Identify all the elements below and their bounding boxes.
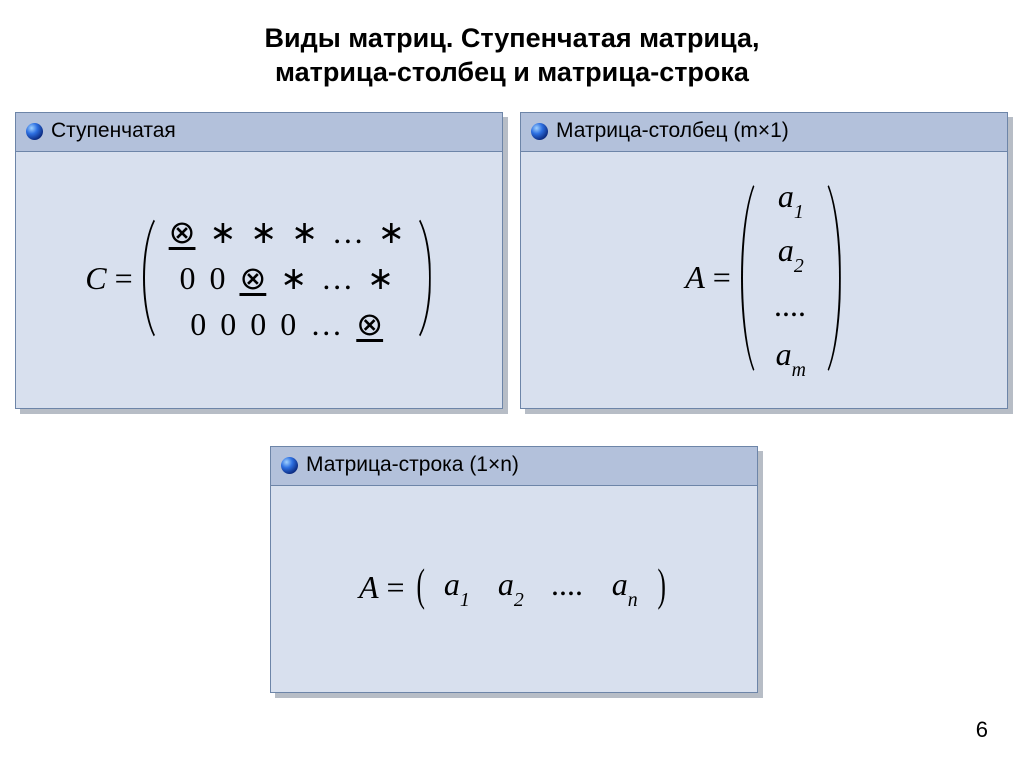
paren-right-icon	[411, 205, 433, 351]
matrix-row: 0000…⊗	[169, 305, 405, 343]
card-header: Матрица-строка (1×n)	[271, 447, 757, 486]
matrix-cell: ∗	[378, 213, 405, 251]
paren-left-icon	[739, 166, 761, 390]
card-header-text: Ступенчатая	[51, 119, 176, 143]
card-column-matrix: Матрица-столбец (m×1) A = a1 a2.... am	[520, 112, 1008, 409]
paren-left-icon	[141, 205, 163, 351]
page-number: 6	[976, 717, 988, 743]
math-lhs: A	[685, 259, 705, 296]
matrix-parens: a1 a2.... am	[739, 166, 843, 390]
matrix-cell: ∗	[367, 259, 394, 297]
matrix-cell: 0	[250, 306, 266, 343]
matrix-row: a2	[775, 232, 807, 274]
matrix-cell: …	[332, 214, 364, 251]
matrix-body: a1 a2.... an	[436, 564, 646, 610]
card-body: C = ⊗∗∗∗…∗00⊗∗…∗0000…⊗	[16, 152, 502, 404]
matrix-cell: ....	[775, 287, 807, 324]
math-expression: C = ⊗∗∗∗…∗00⊗∗…∗0000…⊗	[85, 205, 432, 351]
bullet-icon	[26, 123, 43, 140]
equals-sign: =	[387, 569, 405, 606]
title-line-1: Виды матриц. Ступенчатая матрица,	[265, 23, 760, 53]
matrix-cell: a2	[498, 566, 524, 608]
title-line-2: матрица-столбец и матрица-строка	[275, 57, 749, 87]
page-title: Виды матриц. Ступенчатая матрица, матриц…	[0, 0, 1024, 90]
matrix-cell: a1	[778, 178, 804, 220]
matrix-cell: ∗	[280, 259, 307, 297]
matrix-cell: am	[776, 336, 806, 378]
matrix-cell: ∗	[250, 213, 277, 251]
matrix-row: ⊗ ∗ ∗ ∗ … ∗	[169, 213, 405, 251]
equals-sign: =	[713, 259, 731, 296]
bullet-icon	[531, 123, 548, 140]
card-row-matrix: Матрица-строка (1×n) A = ( a1 a2.... an )	[270, 446, 758, 693]
math-lhs: C	[85, 260, 106, 297]
card-header-text: Матрица-строка (1×n)	[306, 453, 519, 477]
card-body: A = a1 a2.... am	[521, 152, 1007, 404]
paren-left-icon: (	[416, 558, 424, 611]
card-header: Матрица-столбец (m×1)	[521, 113, 1007, 152]
matrix-cell: a1	[444, 566, 470, 608]
matrix-cell: 0	[190, 306, 206, 343]
card-header-text: Матрица-столбец (m×1)	[556, 119, 789, 143]
matrix-cell: 0	[209, 260, 225, 297]
math-expression: A = ( a1 a2.... an )	[359, 561, 669, 614]
matrix-parens: ⊗∗∗∗…∗00⊗∗…∗0000…⊗	[141, 205, 433, 351]
equals-sign: =	[115, 260, 133, 297]
paren-right-icon	[821, 166, 843, 390]
matrix-cell: ∗	[291, 213, 318, 251]
math-expression: A = a1 a2.... am	[685, 166, 843, 390]
card-stepped-matrix: Ступенчатая C = ⊗∗∗∗…∗00⊗∗…∗0000…⊗	[15, 112, 503, 409]
matrix-cell: …	[310, 306, 342, 343]
matrix-body: ⊗∗∗∗…∗00⊗∗…∗0000…⊗	[163, 205, 411, 351]
card-body: A = ( a1 a2.... an )	[271, 486, 757, 688]
matrix-cell: an	[612, 566, 638, 608]
matrix-cell: a2	[778, 232, 804, 274]
matrix-cell: ⊗	[169, 213, 196, 251]
bullet-icon	[281, 457, 298, 474]
matrix-row: am	[775, 336, 807, 378]
matrix-row: ....	[775, 287, 807, 324]
matrix-cell: ⊗	[239, 259, 266, 297]
matrix-row: a1	[775, 178, 807, 220]
matrix-row: 00 ⊗ ∗ … ∗	[169, 259, 405, 297]
card-header: Ступенчатая	[16, 113, 502, 152]
math-lhs: A	[359, 569, 379, 606]
matrix-body: a1 a2.... am	[761, 166, 821, 390]
paren-right-icon: )	[657, 558, 665, 611]
matrix-cell: 0	[280, 306, 296, 343]
matrix-cell: ⊗	[356, 305, 383, 343]
matrix-cell: ∗	[209, 213, 236, 251]
matrix-cell: 0	[179, 260, 195, 297]
matrix-cell: ....	[552, 566, 584, 608]
matrix-cell: 0	[220, 306, 236, 343]
matrix-cell: …	[321, 260, 353, 297]
